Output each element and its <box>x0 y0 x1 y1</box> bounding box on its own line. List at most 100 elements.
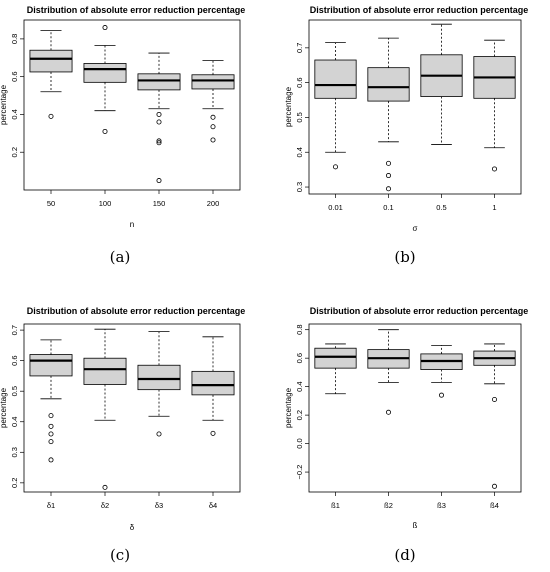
y-tick-label: 0.6 <box>295 77 304 87</box>
outlier-point <box>156 178 162 184</box>
panel-1: Distribution of absolute error reduction… <box>0 5 245 266</box>
outlier-point <box>48 113 54 119</box>
x-tick-label: 0.01 <box>328 203 343 212</box>
box-ß4 <box>473 343 516 489</box>
y-axis-label: percentage <box>284 86 293 127</box>
y-tick-label: 0.4 <box>295 147 304 157</box>
box-0.01 <box>314 42 357 170</box>
chart-title: Distribution of absolute error reduction… <box>310 306 529 316</box>
panel-label: (c) <box>110 546 130 564</box>
x-tick-label: 200 <box>207 199 220 208</box>
box-iqr <box>137 73 181 91</box>
x-tick-label: 100 <box>99 199 112 208</box>
chart-title: Distribution of absolute error reduction… <box>27 5 246 15</box>
box-iqr <box>29 354 73 377</box>
y-tick-label: 0.4 <box>10 417 19 427</box>
box-δ1 <box>29 339 73 463</box>
x-axis-label: ß <box>413 521 418 530</box>
outlier-point <box>491 483 497 489</box>
y-tick-label: 0.0 <box>295 438 304 448</box>
box-iqr <box>29 49 73 73</box>
box-iqr <box>191 74 235 90</box>
outlier-point <box>102 128 108 134</box>
x-tick-label: 150 <box>153 199 166 208</box>
plot-frame <box>308 323 522 493</box>
x-tick-label: ß1 <box>331 501 340 510</box>
x-tick-label: ß2 <box>384 501 393 510</box>
y-tick-label: 0.6 <box>10 355 19 365</box>
panel-4: Distribution of absolute error reduction… <box>284 306 528 564</box>
panel-label: (b) <box>394 248 415 266</box>
x-tick-label: 0.5 <box>436 203 446 212</box>
y-tick-label: 0.3 <box>295 182 304 192</box>
box-iqr <box>137 364 181 391</box>
y-tick-label: 0.5 <box>295 112 304 122</box>
x-tick-label: ß3 <box>437 501 446 510</box>
outlier-point <box>491 166 497 172</box>
outlier-point <box>210 114 216 120</box>
y-tick-label: 0.6 <box>295 353 304 363</box>
outlier-point <box>156 111 162 117</box>
y-tick-label: 0.3 <box>10 447 19 457</box>
outlier-point <box>210 124 216 130</box>
box-0.5 <box>420 23 463 145</box>
x-tick-label: δ4 <box>209 501 217 510</box>
x-axis-label: n <box>130 220 134 229</box>
box-200 <box>191 60 235 143</box>
x-tick-label: δ1 <box>47 501 55 510</box>
outlier-point <box>385 409 391 415</box>
y-tick-label: 0.2 <box>10 478 19 488</box>
outlier-point <box>48 439 54 445</box>
x-tick-label: 0.1 <box>383 203 393 212</box>
outlier-point <box>48 431 54 437</box>
box-0.1 <box>367 37 410 192</box>
outlier-point <box>332 164 338 170</box>
plot-frame <box>23 19 241 191</box>
x-tick-label: δ2 <box>101 501 109 510</box>
y-tick-label: 0.4 <box>295 381 304 391</box>
box-δ2 <box>83 328 127 490</box>
box-100 <box>83 25 127 134</box>
box-iqr <box>191 370 235 396</box>
y-tick-label: 0.4 <box>10 109 19 119</box>
box-50 <box>29 29 73 119</box>
panel-label: (a) <box>110 248 131 266</box>
plot-frame <box>23 323 241 493</box>
box-δ3 <box>137 331 181 437</box>
y-axis-label: percentage <box>284 387 293 428</box>
outlier-point <box>48 413 54 419</box>
y-axis-label: percentage <box>0 387 8 428</box>
chart-title: Distribution of absolute error reduction… <box>27 306 246 316</box>
x-tick-label: 1 <box>492 203 496 212</box>
panel-label: (d) <box>394 546 415 564</box>
outlier-point <box>156 140 162 146</box>
x-tick-label: 50 <box>47 199 55 208</box>
box-iqr <box>314 347 357 369</box>
y-axis-label: percentage <box>0 84 8 125</box>
outlier-point <box>385 173 391 179</box>
box-iqr <box>83 63 127 83</box>
x-axis-label: δ <box>130 523 135 532</box>
box-iqr <box>83 357 127 385</box>
y-tick-label: 0.7 <box>295 43 304 53</box>
outlier-point <box>385 186 391 192</box>
box-iqr <box>314 59 357 99</box>
box-δ4 <box>191 336 235 436</box>
box-ß3 <box>420 344 463 398</box>
box-1 <box>473 39 516 172</box>
outlier-point <box>210 430 216 436</box>
outlier-point <box>491 396 497 402</box>
y-tick-label: 0.8 <box>295 324 304 334</box>
chart-title: Distribution of absolute error reduction… <box>310 5 529 15</box>
outlier-point <box>438 392 444 398</box>
box-150 <box>137 52 181 184</box>
outlier-point <box>385 160 391 166</box>
box-iqr <box>367 67 410 102</box>
x-axis-label: σ <box>413 224 418 233</box>
panel-3: Distribution of absolute error reduction… <box>0 306 245 564</box>
outlier-point <box>102 484 108 490</box>
outlier-point <box>156 119 162 125</box>
plot-frame <box>308 19 522 195</box>
y-tick-label: 0.8 <box>10 34 19 44</box>
